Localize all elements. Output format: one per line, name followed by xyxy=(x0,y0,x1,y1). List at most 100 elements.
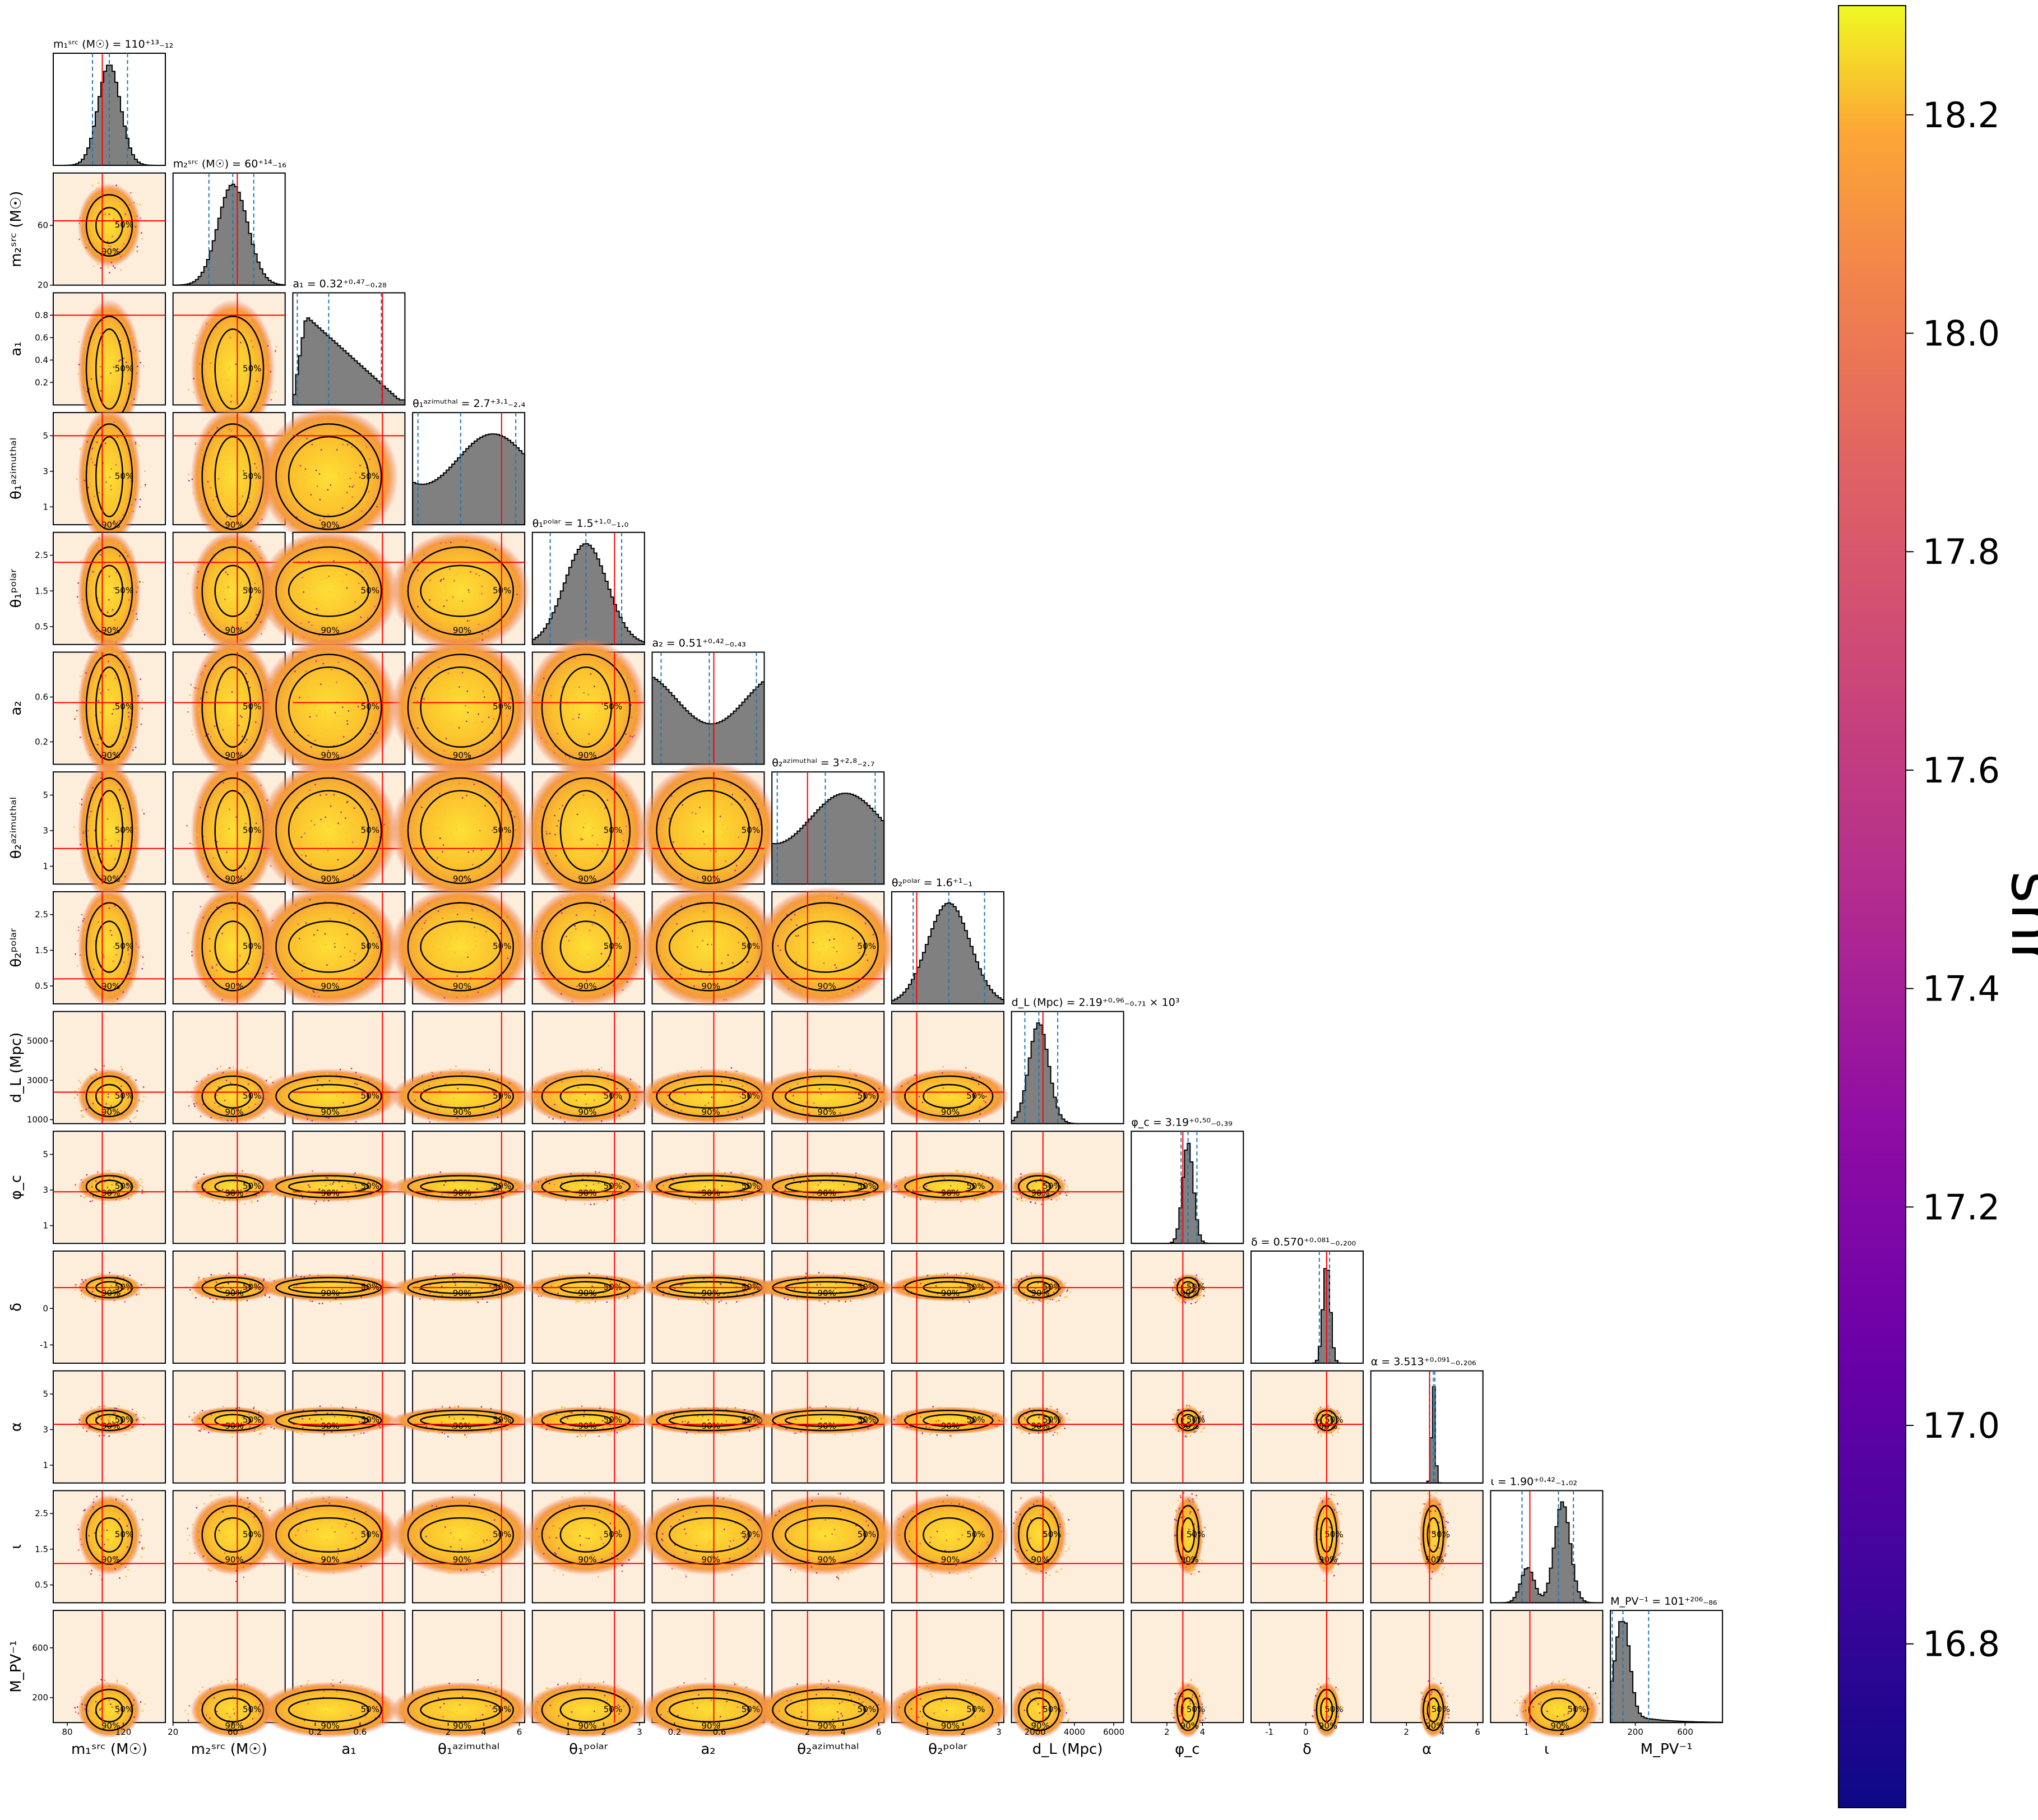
sample-point xyxy=(462,785,464,788)
sample-point xyxy=(80,1082,82,1084)
sample-point xyxy=(131,985,133,987)
sample-point xyxy=(745,948,748,951)
sample-point xyxy=(98,612,99,614)
sample-point xyxy=(243,493,246,495)
sample-point xyxy=(96,489,99,490)
sample-point xyxy=(209,1276,211,1279)
sample-point xyxy=(220,625,223,627)
sample-point xyxy=(640,707,642,710)
sample-point xyxy=(548,1181,550,1183)
sample-point xyxy=(559,1298,561,1299)
sample-point xyxy=(852,1101,854,1103)
contour-50 xyxy=(784,1179,866,1194)
panel-a2-vs-t1p: 50%90% xyxy=(526,637,646,777)
sample-point xyxy=(235,538,237,540)
sample-point xyxy=(81,498,83,500)
sample-point xyxy=(464,876,466,878)
sample-point xyxy=(736,1118,738,1120)
sample-point xyxy=(359,958,360,961)
sample-point xyxy=(595,717,597,719)
scatter-samples xyxy=(296,436,382,521)
sample-point xyxy=(627,1297,628,1299)
sample-point xyxy=(629,735,631,737)
sample-point xyxy=(88,932,90,934)
sample-point xyxy=(220,911,223,913)
sample-point xyxy=(131,398,132,400)
sample-point xyxy=(429,599,430,601)
sample-point xyxy=(193,367,194,369)
sample-point xyxy=(304,1174,306,1176)
sample-point xyxy=(254,1103,256,1105)
sample-point xyxy=(224,1199,225,1201)
contour-50 xyxy=(420,1179,502,1194)
sample-point xyxy=(342,443,344,446)
sample-point xyxy=(136,251,138,252)
sample-point xyxy=(594,686,595,688)
sample-point xyxy=(108,1170,110,1171)
sample-point xyxy=(127,1094,129,1095)
sample-point xyxy=(428,1173,430,1175)
sample-point xyxy=(117,807,119,809)
sample-point xyxy=(141,1182,143,1183)
sample-point xyxy=(679,864,682,865)
sample-point xyxy=(204,601,206,603)
sample-point xyxy=(358,544,360,546)
sample-point xyxy=(979,1113,981,1115)
sample-point xyxy=(312,990,314,992)
sample-point xyxy=(669,802,670,804)
sample-point xyxy=(545,831,547,832)
sample-point xyxy=(222,1286,224,1288)
sample-point xyxy=(91,184,94,186)
sample-point xyxy=(591,835,594,836)
sample-point xyxy=(344,490,346,492)
sample-point xyxy=(495,1193,497,1195)
sample-point xyxy=(730,792,733,794)
sample-point xyxy=(339,544,341,546)
sample-point xyxy=(349,478,351,479)
sample-point xyxy=(318,634,320,636)
sample-point xyxy=(664,1186,666,1188)
sample-point xyxy=(127,226,128,228)
sample-point xyxy=(95,1176,97,1178)
sample-point xyxy=(364,682,367,684)
sample-point xyxy=(207,480,209,483)
sample-point xyxy=(298,593,299,595)
scatter-samples xyxy=(775,893,875,1002)
sample-point xyxy=(325,661,326,663)
sample-point xyxy=(679,849,681,850)
sample-point xyxy=(923,1073,925,1075)
sample-point xyxy=(674,913,676,915)
sample-point xyxy=(114,653,115,655)
sample-point xyxy=(970,1071,971,1073)
sample-point xyxy=(584,1203,586,1205)
sample-point xyxy=(97,424,99,426)
sample-point xyxy=(604,841,606,843)
sample-point xyxy=(418,819,419,822)
sample-point xyxy=(679,1072,681,1075)
contour-90 xyxy=(275,1075,382,1118)
sample-point xyxy=(701,1066,702,1068)
sample-point xyxy=(699,807,701,808)
sample-point xyxy=(1041,1194,1043,1196)
sample-point xyxy=(105,1279,106,1281)
sample-point xyxy=(359,476,361,478)
sample-point xyxy=(818,1193,821,1195)
sample-point xyxy=(197,688,199,689)
sample-point xyxy=(314,784,316,786)
sample-point xyxy=(440,1104,442,1106)
sample-point xyxy=(424,800,426,802)
sample-point xyxy=(988,1177,989,1179)
sample-point xyxy=(345,729,346,731)
sample-point xyxy=(226,585,229,587)
sample-point xyxy=(105,1072,107,1074)
sample-point xyxy=(701,901,702,903)
sample-point xyxy=(481,1275,484,1276)
sample-point xyxy=(83,1116,85,1118)
sample-point xyxy=(140,1178,142,1180)
sample-point xyxy=(623,808,625,811)
sample-point xyxy=(295,1285,298,1287)
sample-point xyxy=(970,1184,972,1185)
sample-point xyxy=(89,723,91,725)
sample-point xyxy=(113,1101,114,1103)
sample-point xyxy=(304,799,306,802)
